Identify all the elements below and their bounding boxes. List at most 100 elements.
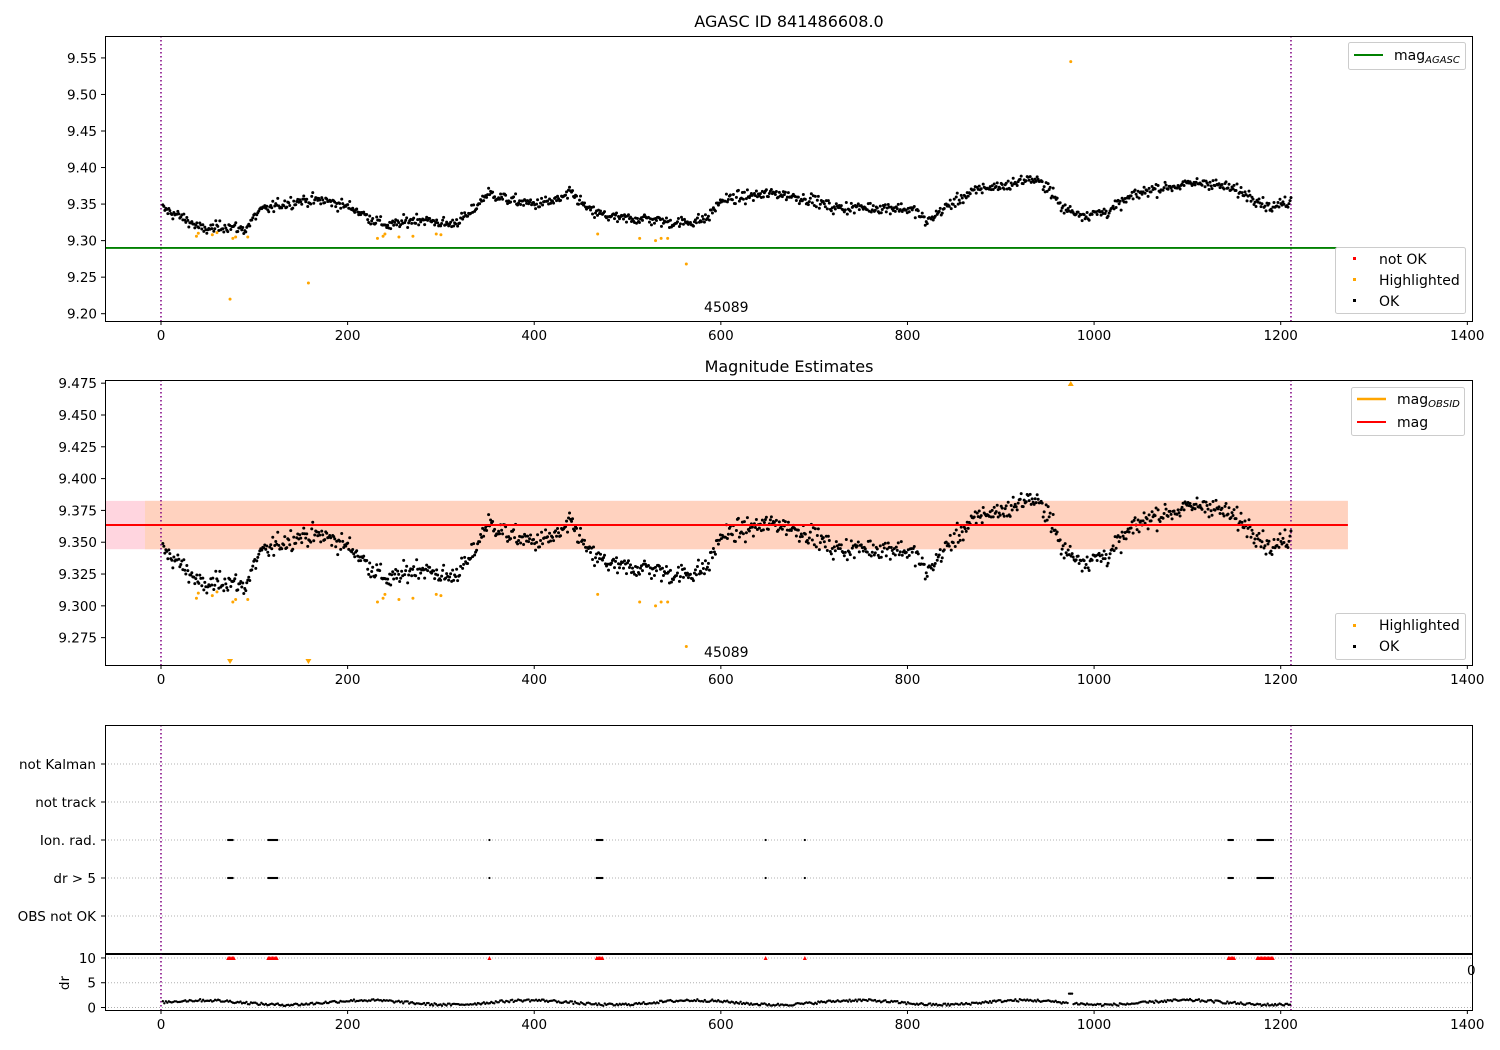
data-point-ok: [913, 216, 917, 220]
data-point-ok: [193, 226, 197, 230]
data-point-ok: [1082, 559, 1086, 563]
data-point-ok: [287, 538, 291, 542]
x-tick-label: 400: [521, 1017, 547, 1033]
data-point-ok: [329, 536, 333, 540]
data-point-ok: [461, 566, 465, 570]
data-point-ok: [272, 553, 276, 557]
data-point-ok: [462, 562, 466, 566]
data-point-ok: [339, 206, 343, 210]
data-point-ok: [256, 555, 260, 559]
data-point-highlighted: [1069, 60, 1073, 64]
dr-point: [884, 999, 887, 1002]
data-point-ok: [365, 213, 369, 217]
data-point-ok: [817, 206, 821, 210]
legend2-ok-label: OK: [1379, 639, 1400, 655]
x-tick-label: 0: [157, 672, 166, 688]
data-point-ok: [463, 555, 467, 559]
data-point-ok: [1059, 552, 1063, 556]
data-point-ok: [1155, 196, 1159, 200]
category-label: not Kalman: [19, 757, 96, 773]
data-point-ok: [433, 223, 437, 227]
data-point-ok: [229, 228, 233, 232]
data-point-ok: [184, 572, 188, 576]
data-point-ok: [800, 199, 804, 203]
dr-point: [903, 1001, 907, 1004]
data-point-ok: [1145, 517, 1149, 521]
data-point-ok: [998, 513, 1002, 517]
data-point-ok: [1282, 540, 1286, 544]
flag-point: [803, 876, 806, 880]
data-point-ok: [589, 208, 593, 212]
data-point-ok: [280, 206, 284, 210]
data-point-ok: [885, 547, 889, 551]
data-point-ok: [966, 194, 970, 198]
data-point-ok: [302, 194, 306, 198]
flag-point: [231, 838, 234, 842]
data-point-ok: [676, 216, 680, 220]
data-point-ok: [880, 550, 884, 554]
data-point-ok: [282, 204, 286, 208]
data-point-ok: [1253, 537, 1257, 541]
dr-point: [445, 1004, 448, 1007]
panel-flags: not Kalman not track Ion. rad. dr > 5 OBS no…: [18, 725, 1473, 955]
data-point-ok: [193, 582, 197, 586]
y-tick-label: 9.450: [58, 408, 97, 424]
data-point-ok: [814, 205, 818, 209]
data-point-ok: [304, 200, 308, 204]
dr-point: [866, 999, 869, 1003]
dr-point: [424, 1003, 427, 1007]
data-point-ok: [661, 574, 665, 578]
data-point-ok: [546, 199, 550, 203]
data-point-ok: [758, 192, 762, 196]
data-point-ok: [1036, 497, 1040, 501]
dr-point: [201, 998, 205, 1002]
data-point-ok: [1224, 180, 1228, 184]
data-point-ok: [688, 220, 692, 224]
data-point-ok: [1143, 521, 1147, 525]
data-point-ok: [163, 551, 167, 555]
dr-point: [739, 1000, 742, 1004]
data-point-ok: [1240, 520, 1244, 524]
data-point-ok: [226, 230, 230, 234]
data-point-ok: [306, 204, 310, 208]
data-point-ok: [677, 579, 681, 583]
data-point-ok: [1231, 187, 1235, 191]
data-point-ok: [197, 581, 201, 585]
data-point-ok: [287, 201, 291, 205]
data-point-ok: [1288, 534, 1292, 538]
data-point-ok: [1255, 533, 1259, 537]
data-point-ok: [843, 208, 847, 212]
data-point-ok: [615, 211, 619, 215]
x-tick-label: 1400: [1450, 1017, 1484, 1033]
data-point-ok: [975, 511, 979, 515]
x-tick-label: 0: [157, 328, 166, 344]
panel2-plot: 0 200 400 600 800 1000 1200 1400 9.275 9.300 9.325…: [58, 376, 1484, 688]
data-point-ok: [573, 529, 577, 533]
data-point-ok: [679, 215, 683, 219]
data-point-ok: [1153, 514, 1157, 518]
data-point-ok: [660, 566, 664, 570]
data-point-ok: [813, 527, 817, 531]
data-point-ok: [664, 565, 668, 569]
data-point-ok: [991, 515, 995, 519]
dr-point: [440, 1004, 444, 1007]
data-point-ok: [979, 187, 983, 191]
dr-point: [527, 998, 530, 1001]
dr-point: [337, 1001, 341, 1004]
data-point-ok: [559, 198, 563, 202]
data-point-ok: [1046, 505, 1050, 509]
data-point-ok: [889, 546, 893, 550]
data-point-ok: [784, 533, 788, 537]
data-point-ok: [223, 223, 227, 227]
data-point-ok: [1059, 209, 1063, 213]
dr-point: [1238, 1002, 1241, 1006]
dr-point: [400, 1000, 403, 1003]
data-point-ok: [783, 520, 787, 524]
data-point-ok: [386, 577, 390, 581]
data-point-ok: [1114, 546, 1118, 550]
data-point-ok: [998, 187, 1002, 191]
data-point-ok: [167, 548, 171, 552]
data-point-ok: [960, 196, 964, 200]
data-point-ok: [449, 220, 453, 224]
data-point-ok: [1013, 502, 1017, 506]
